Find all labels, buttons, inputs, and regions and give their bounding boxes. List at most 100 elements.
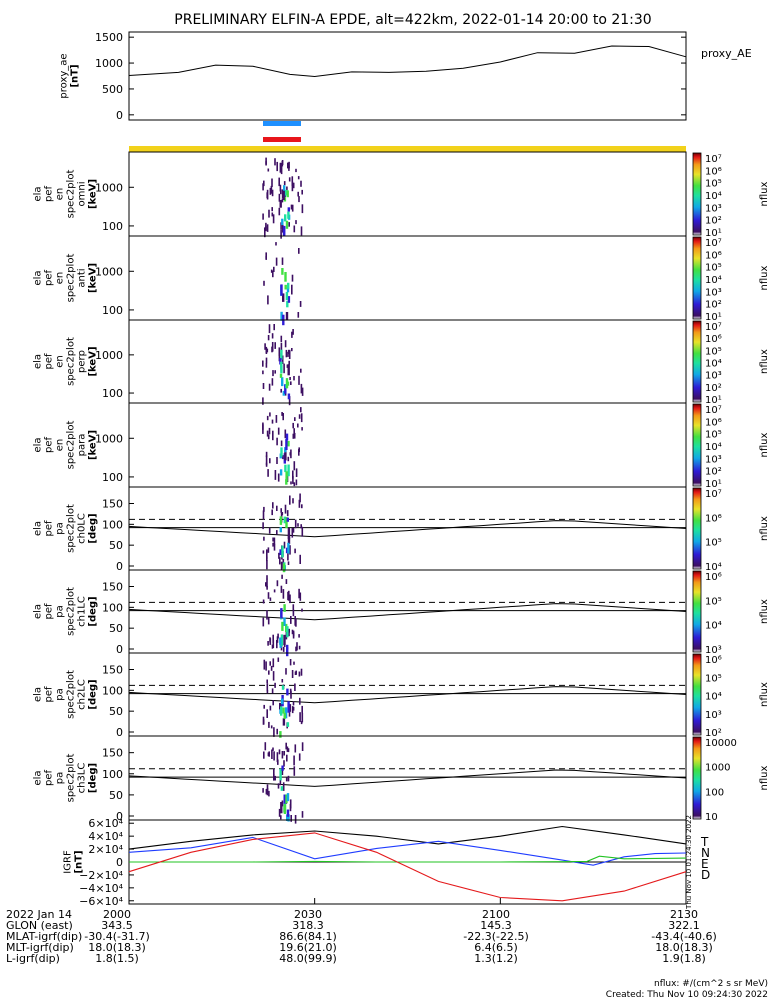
colorbar: 10⁶ 10⁵ 10⁴ 10³ nflux: [692, 570, 770, 656]
flux-pixel: [285, 312, 289, 320]
flux-pixel: [286, 688, 289, 696]
flux-pixel: [280, 802, 283, 814]
flux-pixel: [288, 222, 290, 227]
xaxis-row-value: 2030: [294, 908, 322, 921]
flux-pixel: [299, 554, 301, 564]
flux-pixel: [268, 721, 270, 728]
flux-pixel: [293, 661, 295, 665]
flux-pixel: [280, 365, 283, 374]
colorbar-tick-label: 10⁶: [705, 166, 722, 177]
flux-pixel: [291, 670, 294, 678]
flux-pixel: [284, 449, 287, 461]
flux-pixel: [278, 749, 281, 755]
panel-ylabel: spec2plot: [66, 587, 77, 636]
ytick-label: 100: [102, 471, 123, 484]
xaxis-row-value: -43.4(-40.6): [651, 930, 717, 943]
flux-pixel: [262, 719, 265, 725]
flux-pixel: [286, 301, 289, 308]
flux-pixel: [301, 742, 304, 751]
flux-pixel: [273, 774, 275, 781]
flux-pixel: [276, 640, 278, 649]
flux-pixel: [274, 370, 276, 374]
ytick-label: 0: [116, 109, 123, 122]
colorbar-tick-label: 10⁴: [705, 442, 722, 453]
flux-pixel: [277, 759, 279, 765]
flux-pixel: [291, 331, 293, 338]
flux-pixel: [279, 768, 282, 781]
flux-pixel: [299, 493, 301, 503]
ytick-label: 100: [102, 387, 123, 400]
flux-pixel: [288, 349, 291, 354]
flux-pixel: [301, 811, 304, 818]
panel-ylabel: ela: [33, 687, 44, 702]
flux-pixel: [279, 184, 282, 192]
ytick-label: 150: [102, 664, 123, 677]
flux-pixel: [282, 563, 286, 573]
colorbar-tick-label: 10⁴: [705, 621, 722, 632]
flux-pixel: [297, 176, 300, 180]
panel-frame: [128, 151, 687, 237]
flux-pixel: [267, 547, 270, 553]
ytick-label: 150: [102, 581, 123, 594]
colorbar-tick-label: 10⁵: [705, 596, 722, 607]
colorbar-tick-label: 10⁷: [705, 238, 722, 249]
flux-pixel: [284, 707, 288, 719]
flux-pixel: [287, 440, 290, 447]
flux-pixel: [272, 502, 274, 509]
flux-pixel: [286, 809, 290, 817]
panel-ylabel: [keV]: [88, 430, 99, 460]
xaxis-row-value: 2000: [103, 908, 131, 921]
legend-E: E: [701, 857, 709, 871]
flux-pixel: [276, 636, 279, 643]
panel-frame: [128, 652, 687, 737]
colorbar-tick-label: 10⁶: [705, 513, 722, 524]
colorbar-fill: [692, 320, 702, 403]
xaxis-row-value: 1.8(1.5): [95, 952, 139, 965]
flux-pixel: [298, 196, 300, 203]
loss-cone-line: [128, 686, 687, 704]
flux-pixel: [293, 482, 296, 487]
flux-pixel: [287, 534, 291, 545]
flux-pixel: [266, 690, 269, 694]
xaxis-row-value: 48.0(99.9): [279, 952, 337, 965]
flux-pixel: [301, 504, 303, 509]
flux-pixel: [279, 200, 282, 208]
flux-pixel: [280, 608, 283, 619]
flux-pixel: [269, 187, 272, 195]
colorbar-tick-label: 10⁵: [705, 179, 722, 190]
flux-pixel: [281, 679, 284, 683]
ytick-label: 1500: [95, 31, 123, 44]
flux-pixel: [262, 788, 264, 793]
panel-ylabel: pef: [44, 686, 55, 703]
flux-pixel: [267, 592, 270, 599]
flux-pixel: [286, 190, 289, 198]
flux-pixel: [263, 751, 265, 759]
flux-pixel: [276, 530, 278, 535]
xaxis-row-value: 2130: [670, 908, 698, 921]
colorbar-tick-label: 10⁷: [705, 405, 722, 416]
flux-pixel: [285, 439, 288, 450]
flux-pixel: [290, 815, 292, 822]
flux-pixel: [287, 207, 290, 212]
ytick-label: 2×10⁴: [88, 843, 123, 856]
colorbar-tick-label: 10⁷: [705, 322, 722, 333]
flux-pixel: [289, 545, 291, 555]
flux-pixel: [272, 370, 274, 377]
ytick-label: 50: [109, 789, 123, 802]
colorbar-tick-label: 1000: [705, 763, 730, 774]
flux-pixel: [287, 527, 291, 540]
flux-pixel: [273, 751, 275, 761]
flux-pixel: [298, 753, 301, 761]
flux-pixel: [298, 588, 300, 599]
panel-frame: [128, 31, 687, 121]
colorbar-tick-label: 10000: [705, 738, 737, 749]
flux-pixel: [290, 381, 292, 385]
flux-pixel: [292, 470, 294, 479]
colorbar-label: nflux: [759, 765, 770, 790]
flux-pixel: [289, 704, 292, 712]
flux-pixel: [292, 706, 295, 711]
flux-pixel: [281, 357, 284, 364]
colorbar-tick-label: 10⁴: [705, 275, 722, 286]
flux-pixel: [282, 390, 285, 396]
